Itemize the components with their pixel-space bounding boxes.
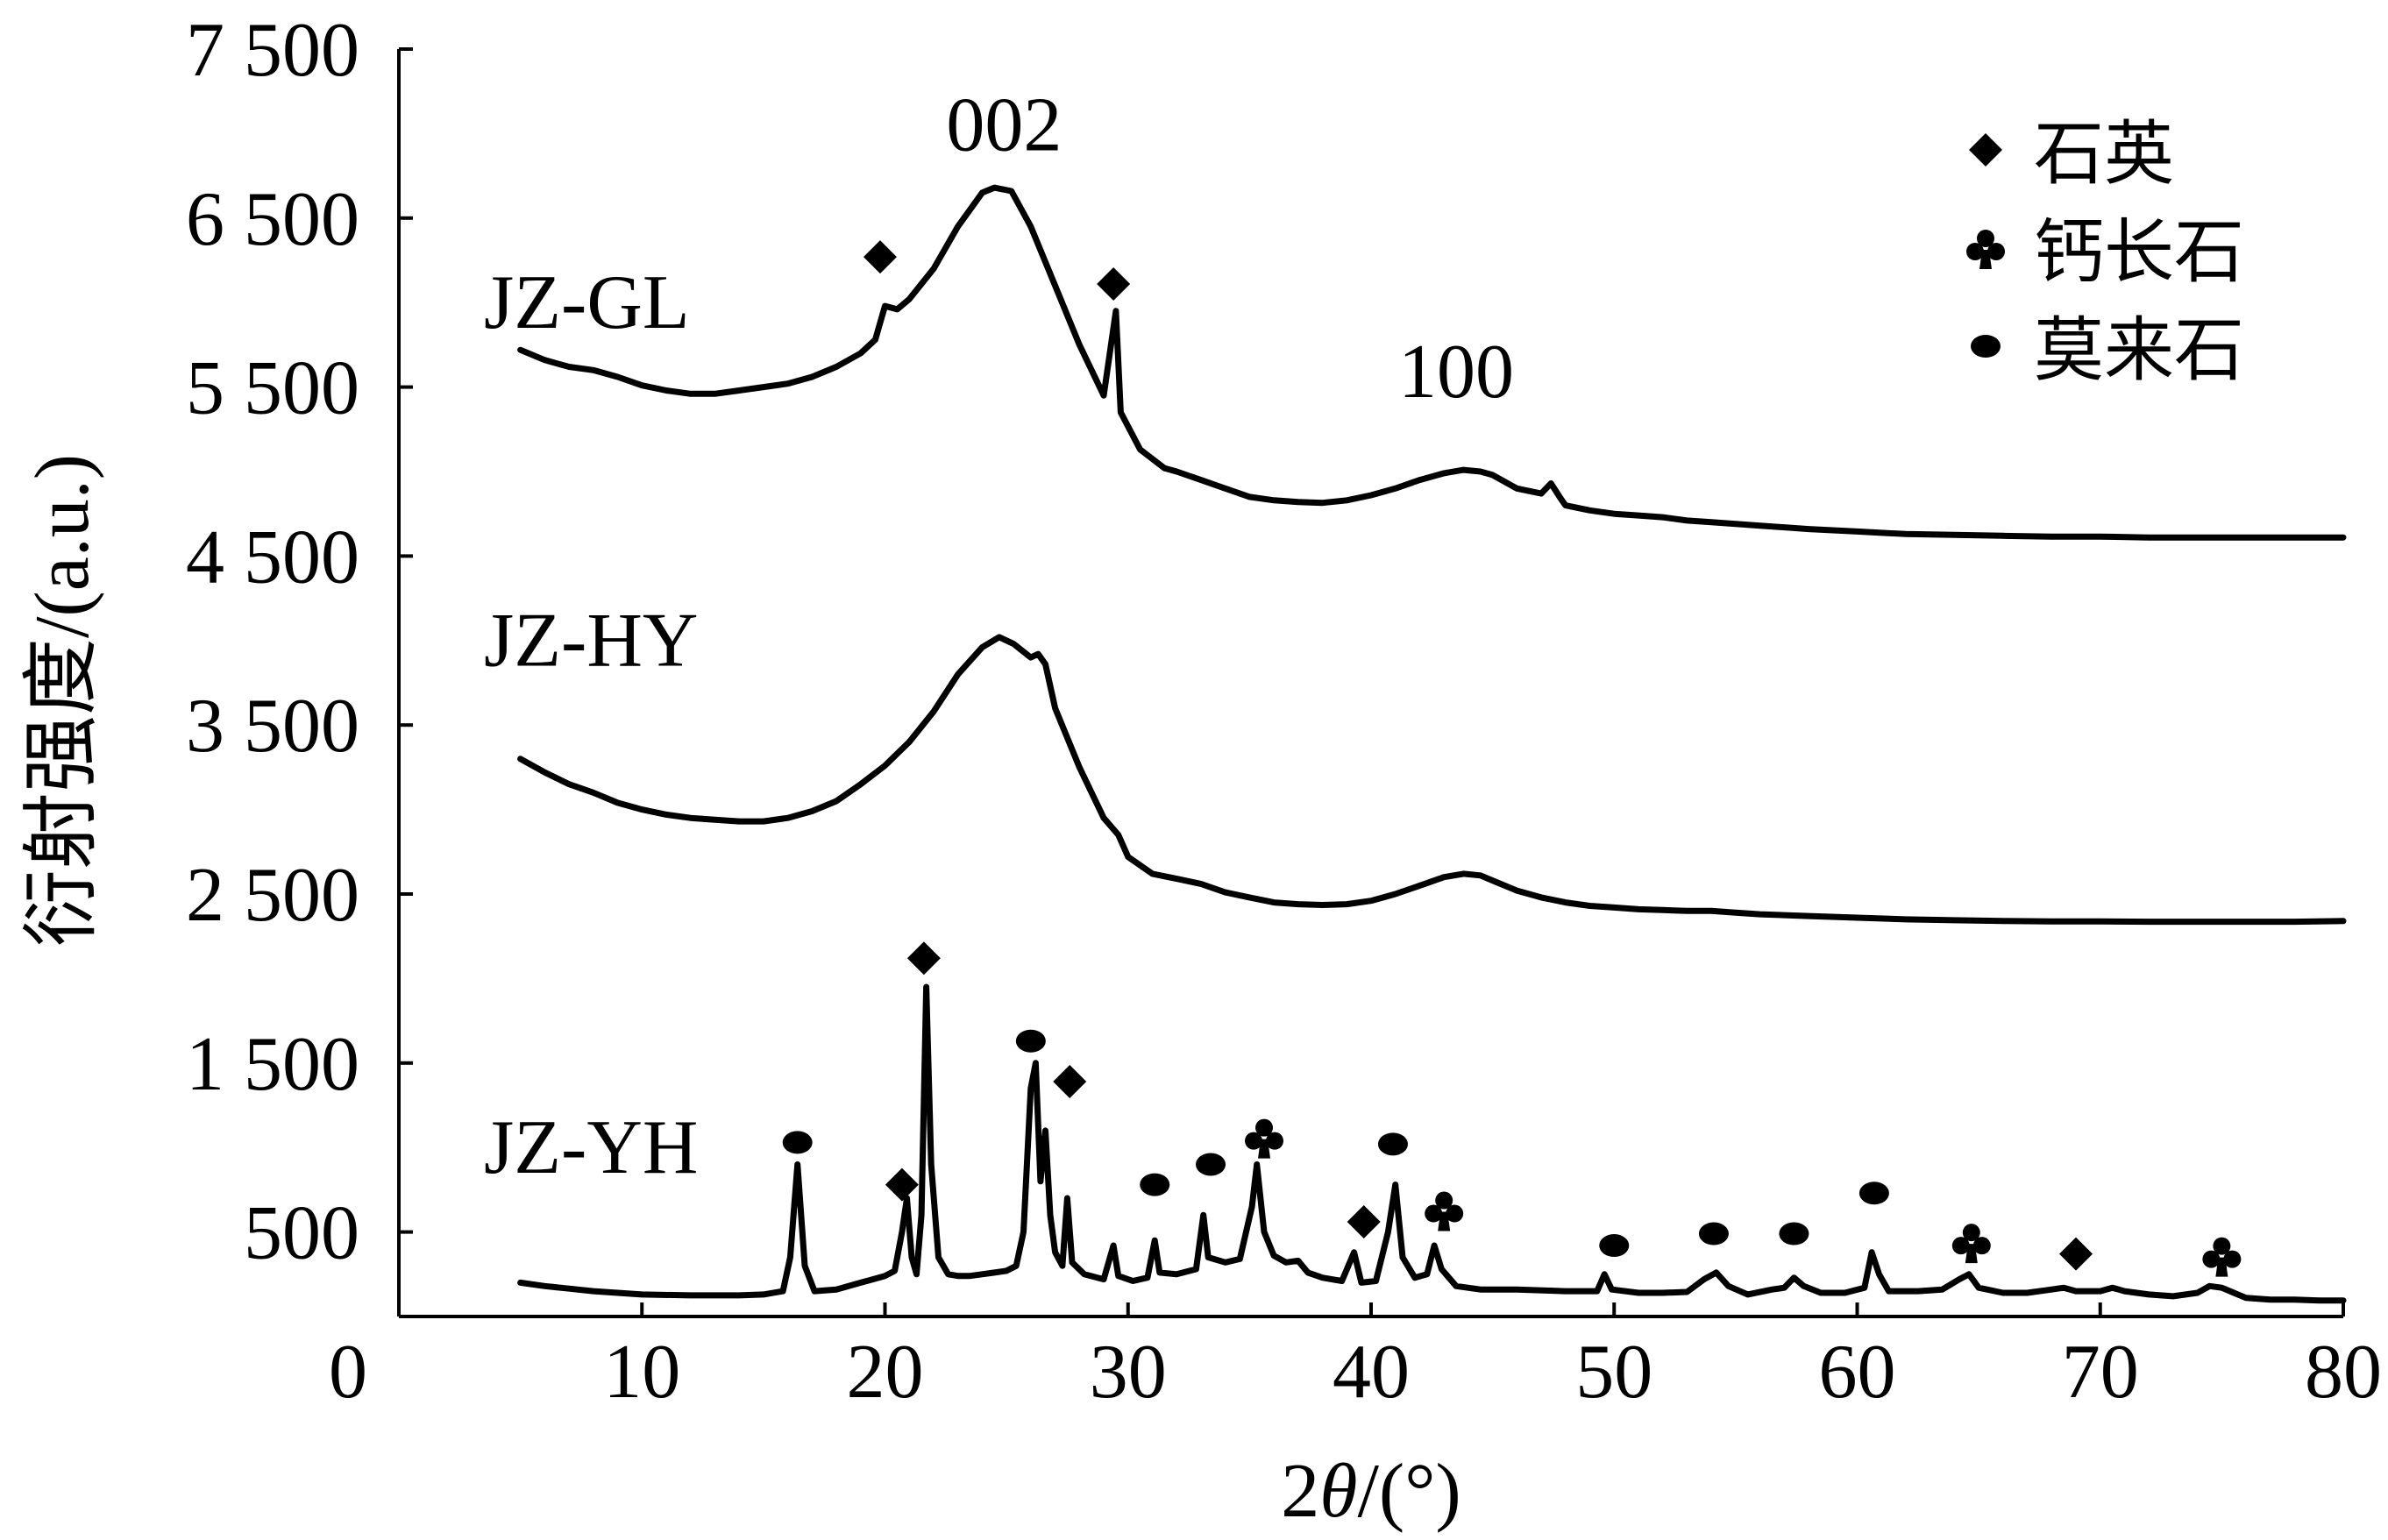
club-lobe bbox=[2223, 1250, 2242, 1268]
club-lobe bbox=[2213, 1237, 2231, 1255]
y-tick-label: 7 500 bbox=[186, 8, 359, 93]
quartz-diamond-marker bbox=[1347, 1205, 1381, 1239]
mullite-ellipse-marker bbox=[782, 1131, 813, 1154]
x-tick-label: 80 bbox=[2305, 1330, 2382, 1415]
x-tick-label: 30 bbox=[1090, 1330, 1167, 1415]
club-lobe bbox=[1255, 1118, 1274, 1137]
mullite-ellipse-marker bbox=[1140, 1173, 1170, 1196]
anorthite-club-marker bbox=[2202, 1237, 2242, 1277]
series-label: JZ-HY bbox=[484, 599, 698, 684]
quartz-diamond-marker bbox=[1053, 1065, 1087, 1099]
series-label: JZ-GL bbox=[484, 260, 690, 345]
series-line-jz-gl bbox=[517, 184, 2347, 541]
legend-club-icon bbox=[1966, 230, 2005, 269]
club-lobe bbox=[2202, 1250, 2221, 1268]
mullite-ellipse-marker bbox=[1015, 1029, 1046, 1053]
club-lobe bbox=[1446, 1204, 1464, 1223]
origin-label: 0 bbox=[329, 1330, 367, 1415]
series-group: JZ-GL JZ-HY JZ-YH bbox=[484, 184, 2347, 1304]
x-tick-label: 70 bbox=[2062, 1330, 2139, 1415]
club-lobe bbox=[1435, 1191, 1453, 1210]
phase-markers bbox=[782, 240, 2242, 1277]
series-label: JZ-YH bbox=[484, 1105, 698, 1190]
club-stem bbox=[1979, 250, 1992, 269]
series-line-jz-hy bbox=[517, 634, 2347, 926]
y-axis-title: 衍射强度/(a.u.) bbox=[20, 454, 105, 947]
peak-index-label: 002 bbox=[946, 83, 1062, 168]
x-tick-label: 40 bbox=[1333, 1330, 1410, 1415]
peak-index-label: 100 bbox=[1398, 330, 1514, 415]
x-tick-label: 60 bbox=[1819, 1330, 1896, 1415]
y-tick-label: 4 500 bbox=[186, 515, 359, 600]
anorthite-club-marker bbox=[1425, 1191, 1464, 1231]
club-lobe bbox=[1966, 243, 1984, 260]
club-lobe bbox=[1951, 1237, 1970, 1255]
club-lobe bbox=[1972, 1237, 1991, 1255]
y-tick-label: 2 500 bbox=[186, 853, 359, 938]
x-axis-title-theta: θ bbox=[1319, 1449, 1357, 1534]
legend-ellipse-icon bbox=[1971, 335, 2001, 358]
club-stem bbox=[1965, 1244, 1978, 1264]
club-lobe bbox=[1425, 1204, 1443, 1223]
x-axis-title-prefix: 2 bbox=[1281, 1449, 1319, 1534]
anorthite-club-marker bbox=[1245, 1118, 1284, 1159]
quartz-diamond-marker bbox=[2059, 1237, 2093, 1271]
club-lobe bbox=[1245, 1132, 1263, 1150]
quartz-diamond-marker bbox=[1097, 266, 1131, 301]
x-tick-label: 20 bbox=[847, 1330, 924, 1415]
x-tick-label: 50 bbox=[1575, 1330, 1652, 1415]
mullite-ellipse-marker bbox=[1698, 1222, 1729, 1245]
series-line-jz-yh bbox=[517, 983, 2347, 1304]
legend-label: 钙长石 bbox=[2034, 211, 2244, 293]
y-tick-label: 5 500 bbox=[186, 346, 359, 431]
mullite-ellipse-marker bbox=[1779, 1222, 1809, 1245]
legend-label: 石英 bbox=[2034, 113, 2174, 195]
club-stem bbox=[2215, 1257, 2228, 1277]
legend-label: 莫来石 bbox=[2034, 309, 2244, 391]
x-tick-label: 10 bbox=[603, 1330, 680, 1415]
club-lobe bbox=[1977, 230, 1994, 247]
mullite-ellipse-marker bbox=[1377, 1132, 1408, 1156]
club-stem bbox=[1438, 1211, 1451, 1231]
mullite-ellipse-marker bbox=[1599, 1234, 1630, 1258]
quartz-diamond-marker bbox=[885, 1167, 919, 1202]
club-lobe bbox=[1266, 1132, 1284, 1150]
y-tick-label: 3 500 bbox=[186, 684, 359, 769]
y-tick-label: 500 bbox=[244, 1191, 359, 1276]
anorthite-club-marker bbox=[1951, 1224, 1991, 1264]
quartz-diamond-marker bbox=[863, 240, 897, 274]
y-tick-label: 1 500 bbox=[186, 1022, 359, 1107]
ticks: 10 20 30 40 50 60 70 80 500 1 500 2 500 3 500 4 500 5… bbox=[186, 8, 2382, 1415]
club-stem bbox=[1258, 1139, 1271, 1159]
mullite-ellipse-marker bbox=[1196, 1153, 1226, 1176]
legend-diamond-icon bbox=[1969, 133, 2002, 167]
club-lobe bbox=[1987, 243, 2005, 260]
mullite-ellipse-marker bbox=[1859, 1182, 1889, 1205]
annotations: 002 100 bbox=[946, 83, 1514, 415]
x-axis-title: 2θ/(°) bbox=[1281, 1449, 1461, 1534]
quartz-diamond-marker bbox=[906, 941, 941, 976]
club-lobe bbox=[1962, 1224, 1980, 1242]
y-tick-label: 6 500 bbox=[186, 177, 359, 262]
x-axis-title-unit: /(°) bbox=[1357, 1449, 1461, 1534]
